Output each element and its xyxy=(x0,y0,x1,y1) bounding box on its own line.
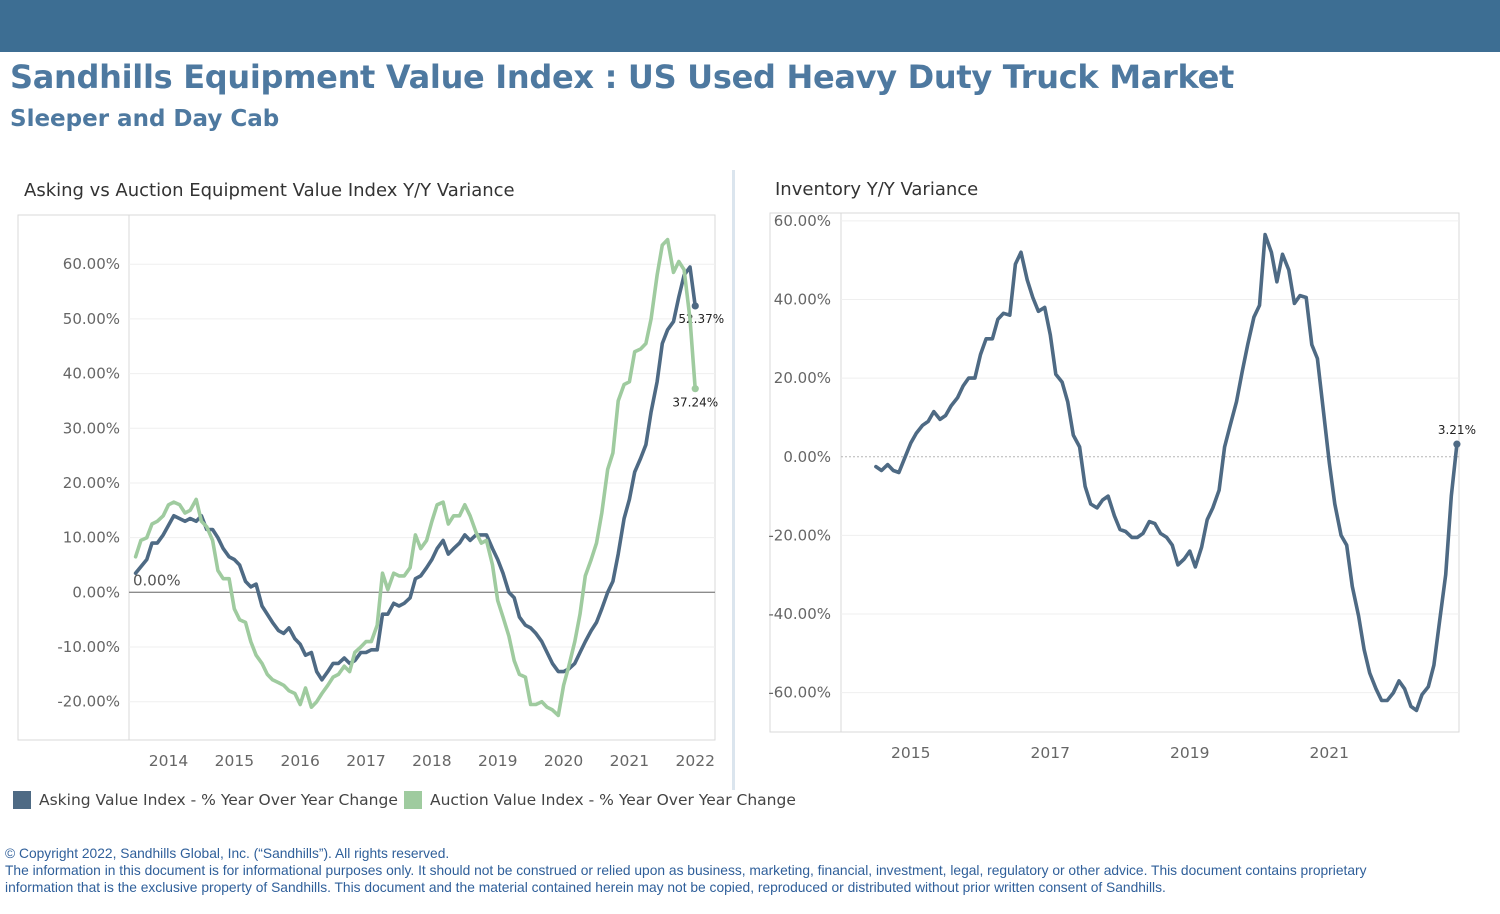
legend-item-asking: Asking Value Index - % Year Over Year Ch… xyxy=(13,791,398,809)
series-end-label-0: 3.21% xyxy=(1438,423,1476,437)
series-end-label-1: 37.24% xyxy=(672,396,718,410)
y-tick-label: 10.00% xyxy=(63,529,120,547)
x-tick-label: 2016 xyxy=(280,752,319,770)
x-tick-label: 2021 xyxy=(1310,744,1349,762)
y-tick-label: 50.00% xyxy=(63,310,120,328)
legend-swatch-asking xyxy=(13,791,31,809)
disclaimer-line-1: The information in this document is for … xyxy=(5,863,1367,878)
page-title: Sandhills Equipment Value Index : US Use… xyxy=(10,58,1235,96)
series-end-marker-0 xyxy=(691,302,699,310)
x-tick-label: 2015 xyxy=(891,744,930,762)
series-line-0 xyxy=(133,265,697,682)
x-tick-label: 2021 xyxy=(610,752,649,770)
y-tick-label: 0.00% xyxy=(783,448,831,466)
x-tick-label: 2018 xyxy=(412,752,451,770)
chart-frame xyxy=(17,214,716,741)
x-tick-label: 2014 xyxy=(149,752,188,770)
right-chart-title: Inventory Y/Y Variance xyxy=(775,179,979,200)
copyright-line: © Copyright 2022, Sandhills Global, Inc.… xyxy=(5,846,450,861)
y-tick-label: -60.00% xyxy=(768,684,831,702)
page-subtitle: Sleeper and Day Cab xyxy=(10,106,280,132)
y-tick-label: 20.00% xyxy=(774,369,831,387)
series-end-marker-1 xyxy=(691,385,699,393)
y-tick-label: 30.00% xyxy=(63,419,120,437)
x-tick-label: 2017 xyxy=(1031,744,1070,762)
x-tick-label: 2019 xyxy=(478,752,517,770)
y-tick-label: 60.00% xyxy=(63,255,120,273)
y-tick-label: 60.00% xyxy=(774,212,831,230)
y-tick-label: -40.00% xyxy=(768,605,831,623)
y-tick-label: 20.00% xyxy=(63,474,120,492)
y-tick-label: 40.00% xyxy=(63,365,120,383)
series-line-1 xyxy=(133,237,697,718)
x-tick-label: 2022 xyxy=(676,752,715,770)
top-banner xyxy=(0,0,1500,52)
disclaimer-line-2: information that is the exclusive proper… xyxy=(5,880,1166,895)
chart-divider xyxy=(732,170,735,790)
y-tick-label: -20.00% xyxy=(57,693,120,711)
x-tick-label: 2017 xyxy=(346,752,385,770)
y-tick-label: 0.00% xyxy=(72,583,120,601)
chart-frame xyxy=(769,212,1460,733)
x-tick-label: 2015 xyxy=(215,752,254,770)
inventory-chart: -60.00% -40.00% -20.00% 0.00% 20.00% 40.00% 60… xyxy=(768,212,1476,762)
x-tick-label: 2019 xyxy=(1170,744,1209,762)
copyright-footer: © Copyright 2022, Sandhills Global, Inc.… xyxy=(5,845,1495,896)
left-chart-title: Asking vs Auction Equipment Value Index … xyxy=(24,180,515,201)
y-tick-label: 40.00% xyxy=(774,291,831,309)
legend-label-auction: Auction Value Index - % Year Over Year C… xyxy=(430,791,796,809)
asking-vs-auction-chart: -20.00% -10.00% 0.00% 10.00% 20.00% 30.00% 40.… xyxy=(17,214,724,770)
zero-line-label: 0.00% xyxy=(133,571,181,589)
y-tick-label: -20.00% xyxy=(768,526,831,544)
legend-item-auction: Auction Value Index - % Year Over Year C… xyxy=(404,791,796,809)
series-end-marker-0 xyxy=(1453,440,1461,448)
series-line-0 xyxy=(874,232,1459,713)
y-tick-label: -10.00% xyxy=(57,638,120,656)
legend-swatch-auction xyxy=(404,791,422,809)
x-tick-label: 2020 xyxy=(544,752,583,770)
series-end-label-0: 52.37% xyxy=(678,312,724,326)
legend-label-asking: Asking Value Index - % Year Over Year Ch… xyxy=(39,791,398,809)
